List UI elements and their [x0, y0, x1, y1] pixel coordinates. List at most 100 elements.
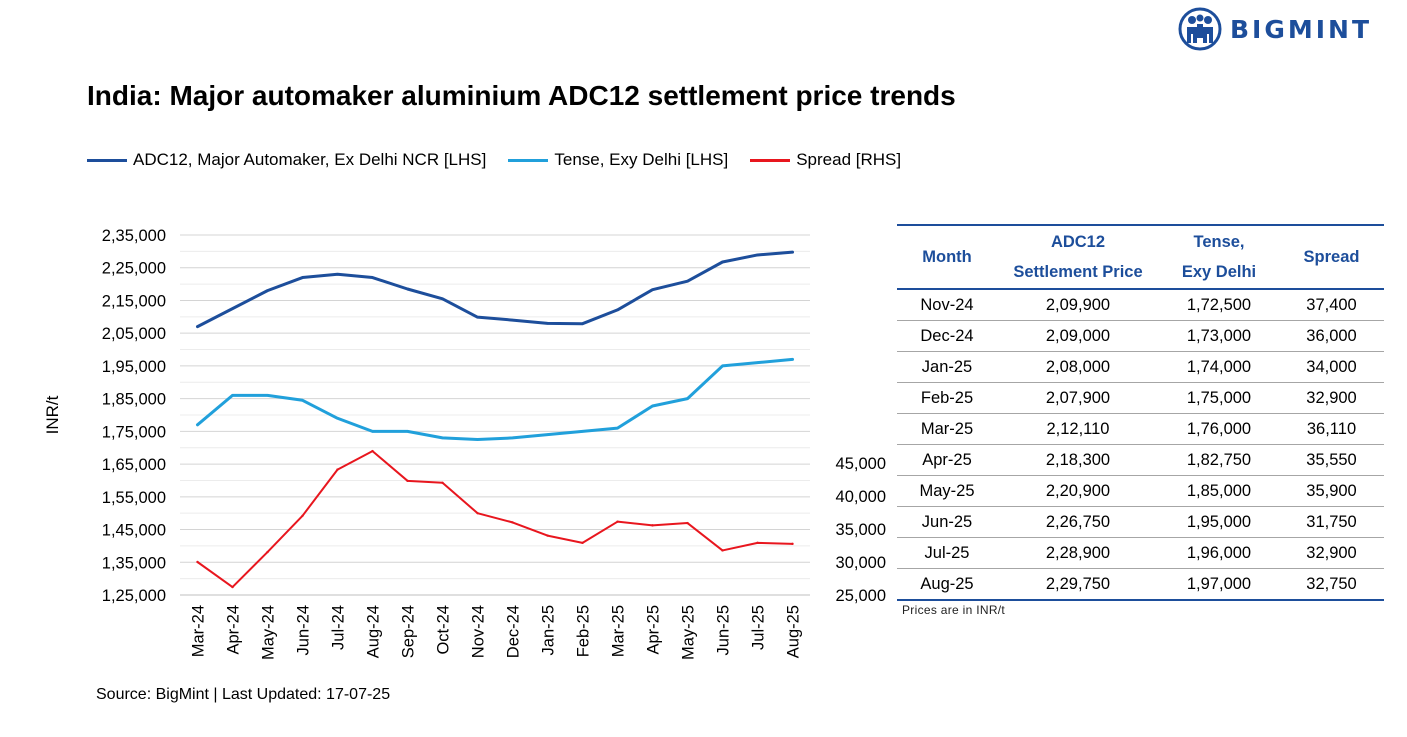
series-2-point	[336, 468, 339, 471]
y-left-tick-label: 1,95,000	[102, 358, 166, 376]
table-cell: 2,28,900	[997, 537, 1159, 569]
table-row: Dec-24 2,09,000 1,73,000 36,000	[897, 320, 1384, 352]
header-adc12: ADC12 Settlement Price	[997, 224, 1159, 290]
y-right-tick-label: 30,000	[836, 554, 886, 572]
legend-swatch-tense	[508, 158, 549, 162]
series-line-1	[196, 357, 794, 442]
series-0-point	[231, 307, 234, 310]
table-cell: 2,12,110	[997, 413, 1159, 445]
series-0-point	[406, 287, 409, 291]
series-0-point	[791, 250, 794, 254]
series-2-point	[581, 541, 584, 545]
table-cell: 1,85,000	[1159, 475, 1279, 507]
table-cell: 32,900	[1279, 382, 1384, 414]
x-tick-label: Apr-24	[225, 605, 243, 655]
legend-swatch-spread	[750, 158, 791, 162]
y-left-tick-label: 1,65,000	[102, 456, 166, 474]
series-0-point	[301, 276, 304, 279]
series-2-point	[616, 520, 619, 523]
table-cell: 1,96,000	[1159, 537, 1279, 569]
table-cell: Dec-24	[897, 320, 997, 352]
series-1-point	[791, 358, 794, 361]
price-trend-chart: 1,25,000 1,35,000 1,45,000 1,55,000 1,65,000…	[43, 227, 886, 660]
chart-legend: ADC12, Major Automaker, Ex Delhi NCR [LH…	[87, 150, 923, 170]
series-line-2	[196, 450, 794, 589]
y-left-tick-label: 1,45,000	[102, 522, 166, 540]
y-right-tick-label: 40,000	[836, 488, 886, 506]
table-cell: 2,20,900	[997, 475, 1159, 507]
table-cell: 32,900	[1279, 537, 1384, 569]
table-cell: 36,110	[1279, 413, 1384, 445]
table-cell: May-25	[897, 475, 997, 507]
x-tick-label: May-24	[260, 605, 278, 660]
series-1-point	[616, 426, 619, 430]
x-tick-label: Aug-24	[365, 605, 383, 658]
table-cell: Nov-24	[897, 289, 997, 321]
y-right-tick-label: 35,000	[836, 521, 886, 539]
price-table: Month ADC12 Settlement Price Tense, Exy De…	[897, 224, 1384, 601]
x-tick-label: Jul-25	[750, 605, 768, 650]
header-tense: Tense, Exy Delhi	[1159, 224, 1279, 290]
x-tick-label: Dec-24	[505, 605, 523, 658]
series-0-point	[581, 322, 584, 325]
series-2-point	[686, 521, 689, 525]
legend-label-spread: Spread [RHS]	[796, 150, 902, 169]
series-1-point	[756, 361, 759, 364]
table-cell: 1,73,000	[1159, 320, 1279, 352]
x-tick-label: Mar-25	[610, 605, 628, 657]
x-tick-label: Nov-24	[470, 605, 488, 658]
series-1-point	[231, 394, 234, 397]
series-2-point	[441, 481, 444, 484]
table-cell: 2,09,900	[997, 289, 1159, 321]
y-left-tick-label: 2,35,000	[102, 227, 166, 245]
y-right-tick-label: 45,000	[836, 455, 886, 473]
x-tick-label: Jun-24	[295, 605, 313, 655]
table-cell: 32,750	[1279, 568, 1384, 601]
series-0-point	[686, 279, 689, 283]
y-axis-label: INR/t	[43, 395, 62, 434]
series-2-point	[266, 550, 269, 554]
legend-item-spread: Spread [RHS]	[750, 150, 901, 170]
series-0-point	[651, 288, 654, 291]
x-tick-label: Mar-24	[190, 605, 208, 657]
series-0-point	[266, 289, 269, 292]
series-2-point	[511, 521, 514, 524]
table-cell: 35,550	[1279, 444, 1384, 476]
table-note: Prices are in INR/t	[902, 603, 1006, 617]
source-note: Source: BigMint | Last Updated: 17-07-25	[96, 686, 391, 703]
table-cell: 31,750	[1279, 506, 1384, 538]
series-1-point	[546, 433, 549, 436]
table-cell: Apr-25	[897, 444, 997, 476]
x-tick-label: May-25	[680, 605, 698, 660]
series-0-point	[511, 318, 514, 322]
table-cell: Aug-25	[897, 568, 997, 601]
series-2-point	[301, 514, 304, 517]
y-left-tick-label: 1,35,000	[102, 554, 166, 572]
table-cell: 1,75,000	[1159, 382, 1279, 414]
series-2-point	[756, 541, 759, 545]
series-1-point	[336, 417, 339, 420]
series-2-point	[791, 542, 794, 546]
series-2-point	[196, 560, 199, 564]
y-left-tick-label: 2,15,000	[102, 292, 166, 310]
series-1-point	[686, 397, 689, 400]
table-row: Apr-25 2,18,300 1,82,750 35,550	[897, 444, 1384, 476]
table-row: Jun-25 2,26,750 1,95,000 31,750	[897, 506, 1384, 538]
table-cell: 2,08,000	[997, 351, 1159, 383]
x-tick-label: Jul-24	[330, 605, 348, 650]
bigmint-people-logo-icon	[1178, 7, 1222, 51]
x-tick-label: Jan-25	[540, 605, 558, 655]
series-1-point	[301, 399, 304, 402]
table-row: Aug-25 2,29,750 1,97,000 32,750	[897, 568, 1384, 601]
table-cell: Jan-25	[897, 351, 997, 383]
x-tick-label: Aug-25	[785, 605, 803, 658]
table-row: Nov-24 2,09,900 1,72,500 37,400	[897, 289, 1384, 321]
legend-item-adc12: ADC12, Major Automaker, Ex Delhi NCR [LH…	[87, 150, 486, 170]
x-tick-label: Jun-25	[715, 605, 733, 655]
table-cell: 34,000	[1279, 351, 1384, 383]
table-cell: 1,82,750	[1159, 444, 1279, 476]
series-0-point	[756, 253, 759, 257]
x-tick-label: Oct-24	[435, 605, 453, 655]
y-left-tick-label: 1,25,000	[102, 587, 166, 605]
series-1-point	[511, 436, 514, 440]
